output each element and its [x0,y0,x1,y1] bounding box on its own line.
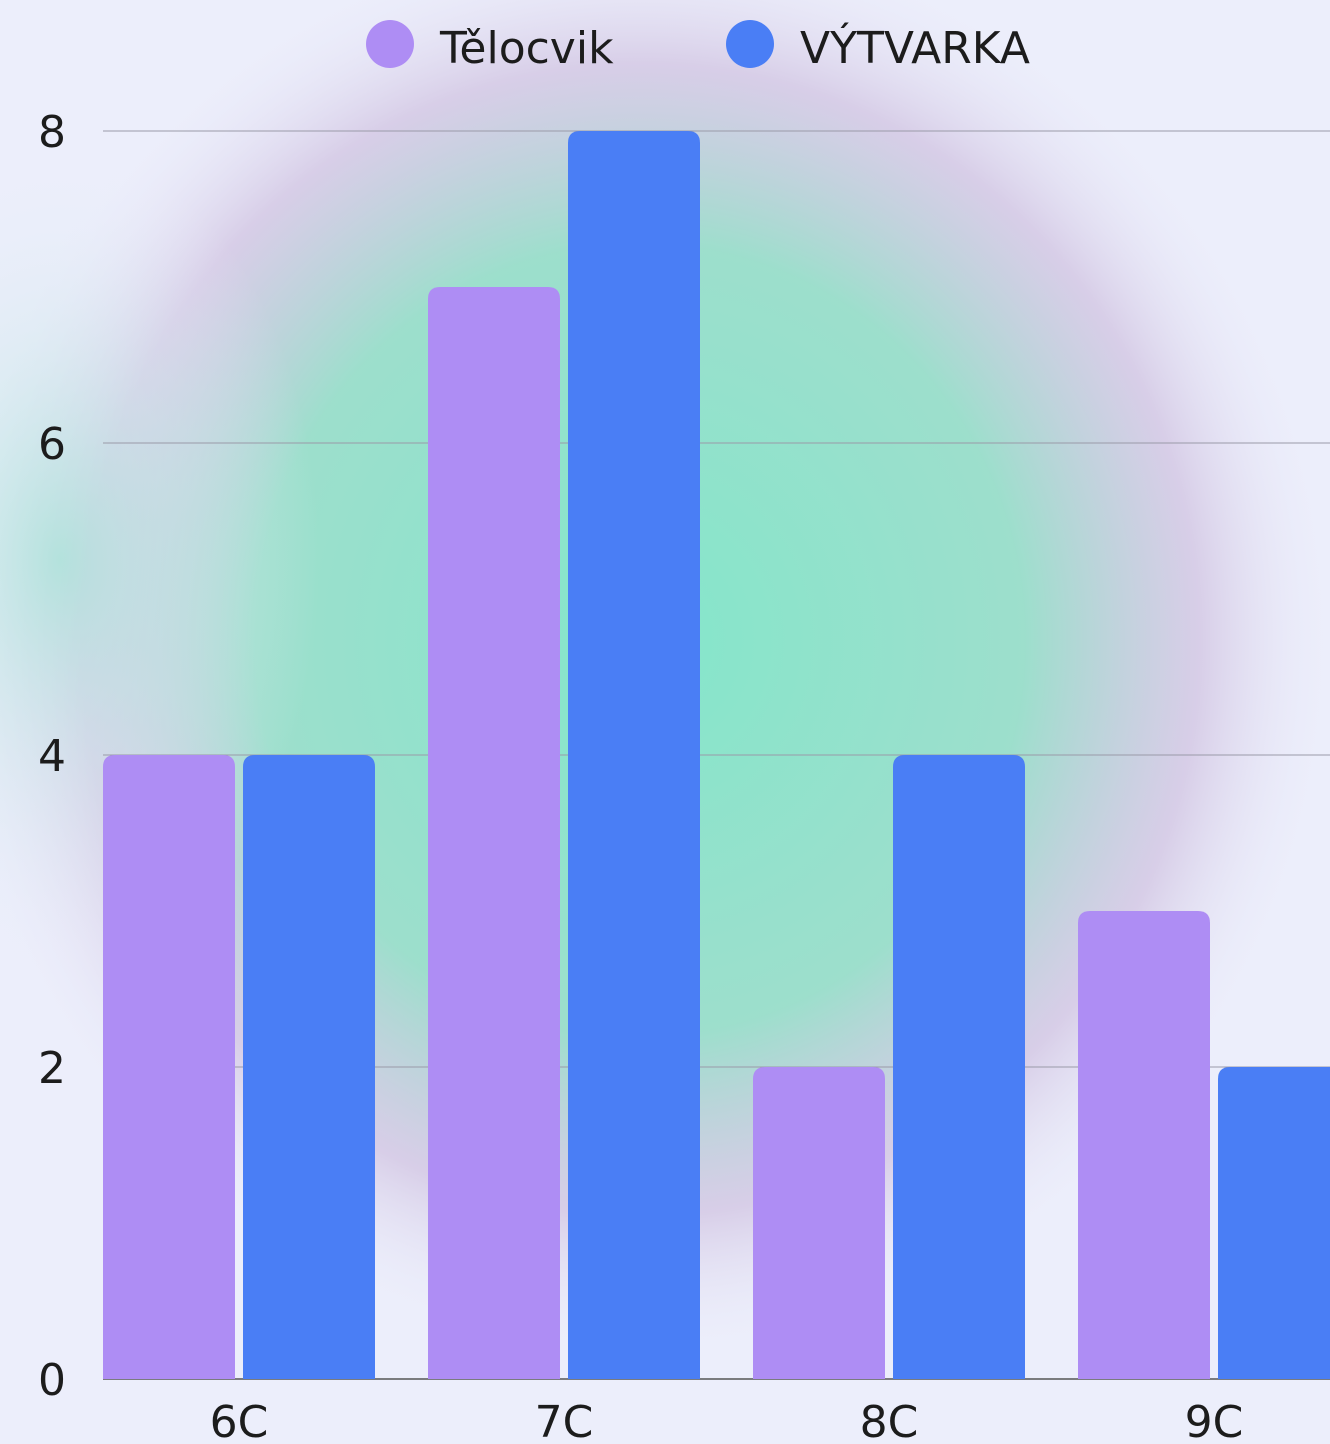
x-tick-label: 8C [860,1397,919,1444]
y-tick-label: 0 [38,1355,66,1406]
bars [103,131,1330,1379]
bar-8c-series-2 [893,755,1025,1379]
x-tick-label: 7C [535,1397,594,1444]
bar-6c-series-2 [243,755,375,1379]
legend-label: VÝTVARKA [800,21,1030,74]
y-tick-label: 6 [38,419,66,470]
bar-7c-series-2 [568,131,700,1379]
legend-swatch [366,20,414,68]
x-axis: 6C 7C 8C 9C [210,1397,1244,1444]
y-tick-label: 8 [38,107,66,158]
x-tick-label: 6C [210,1397,269,1444]
x-tick-label: 9C [1185,1397,1244,1444]
y-tick-label: 2 [38,1043,66,1094]
legend: Tělocvik VÝTVARKA [366,20,1030,74]
bar-7c-series-1 [428,287,560,1379]
y-axis: 0 2 4 6 8 [38,107,66,1406]
bar-6c-series-1 [103,755,235,1379]
bar-9c-series-1 [1078,911,1210,1379]
bar-9c-series-2 [1218,1067,1330,1379]
legend-label: Tělocvik [439,23,614,74]
y-tick-label: 4 [38,731,66,782]
bar-8c-series-1 [753,1067,885,1379]
legend-swatch [726,20,774,68]
